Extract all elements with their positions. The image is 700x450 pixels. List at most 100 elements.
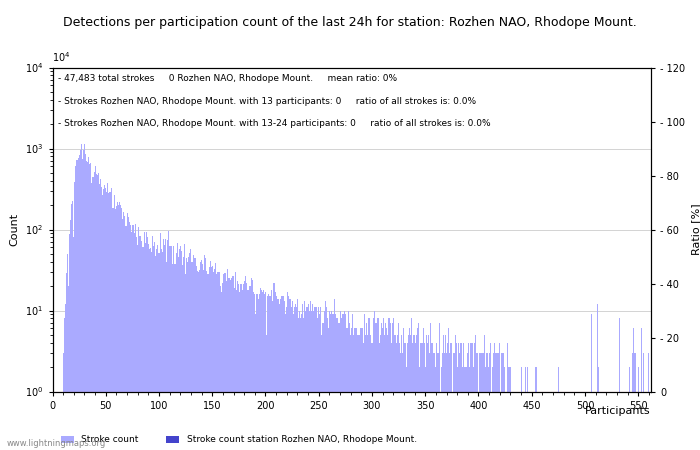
Bar (267, 296, 268, 450)
Bar (454, 335, 456, 450)
Bar (227, 269, 228, 450)
Bar (505, 392, 507, 450)
Bar (632, 353, 634, 450)
Bar (340, 310, 341, 450)
Bar (448, 328, 449, 450)
Bar (335, 314, 336, 450)
Bar (432, 343, 433, 450)
Bar (382, 328, 383, 450)
Bar (299, 310, 300, 450)
Bar (431, 343, 432, 450)
Bar (147, 237, 148, 450)
Bar (643, 353, 644, 450)
Bar (202, 264, 203, 450)
Bar (107, 183, 108, 450)
Bar (445, 335, 446, 450)
Bar (360, 328, 362, 450)
Bar (234, 288, 235, 450)
Bar (176, 243, 178, 450)
Bar (203, 270, 204, 450)
Bar (97, 175, 98, 450)
Bar (225, 281, 227, 450)
Bar (460, 343, 461, 450)
Bar (102, 195, 103, 450)
Bar (223, 274, 225, 450)
Bar (591, 314, 592, 450)
Bar (563, 392, 564, 450)
Bar (265, 292, 266, 450)
Bar (298, 318, 299, 450)
Bar (146, 232, 147, 450)
Bar (411, 318, 412, 450)
Bar (209, 261, 211, 450)
Bar (216, 274, 217, 450)
Bar (496, 353, 497, 450)
Bar (264, 294, 265, 450)
Bar (101, 187, 102, 450)
Bar (402, 353, 403, 450)
Bar (619, 318, 620, 450)
Bar (519, 392, 521, 450)
Bar (200, 262, 201, 450)
Bar (342, 314, 343, 450)
Bar (311, 310, 312, 450)
Bar (391, 343, 392, 450)
Bar (88, 157, 89, 450)
Bar (363, 343, 364, 450)
Bar (415, 343, 416, 450)
Bar (62, 353, 64, 450)
Bar (87, 162, 88, 450)
Bar (634, 353, 636, 450)
Bar (337, 318, 338, 450)
Bar (182, 266, 183, 450)
Bar (476, 353, 477, 450)
Bar (67, 254, 68, 450)
Bar (233, 275, 234, 450)
Bar (641, 328, 642, 450)
Bar (60, 392, 62, 450)
Bar (447, 343, 448, 450)
Bar (347, 328, 348, 450)
Bar (638, 367, 639, 450)
Bar (597, 304, 598, 450)
Bar (400, 353, 401, 450)
Bar (413, 335, 414, 450)
Bar (232, 275, 233, 450)
Bar (333, 314, 334, 450)
Bar (383, 318, 384, 450)
Bar (341, 318, 342, 450)
Bar (483, 353, 484, 450)
Bar (132, 225, 133, 450)
Bar (92, 177, 94, 450)
Bar (105, 189, 106, 450)
Bar (270, 296, 272, 450)
Bar (403, 328, 405, 450)
Bar (316, 307, 317, 450)
Bar (345, 314, 346, 450)
Bar (486, 353, 487, 450)
Bar (421, 343, 423, 450)
Bar (244, 281, 245, 450)
Bar (57, 392, 58, 450)
Bar (530, 392, 531, 450)
Bar (180, 246, 181, 450)
Bar (282, 296, 283, 450)
Bar (583, 392, 584, 450)
Bar (328, 328, 329, 450)
Bar (336, 318, 337, 450)
Bar (321, 335, 323, 450)
Bar (327, 318, 328, 450)
Bar (387, 335, 388, 450)
Text: - 47,483 total strokes     0 Rozhen NAO, Rhodope Mount.     mean ratio: 0%: - 47,483 total strokes 0 Rozhen NAO, Rho… (59, 74, 398, 83)
Bar (372, 318, 374, 450)
Bar (492, 367, 493, 450)
Bar (301, 314, 302, 450)
Bar (169, 246, 170, 450)
Bar (354, 328, 356, 450)
Bar (346, 328, 347, 450)
Bar (374, 323, 376, 450)
Bar (247, 290, 248, 450)
Bar (503, 367, 505, 450)
Bar (58, 392, 60, 450)
Bar (256, 294, 258, 450)
